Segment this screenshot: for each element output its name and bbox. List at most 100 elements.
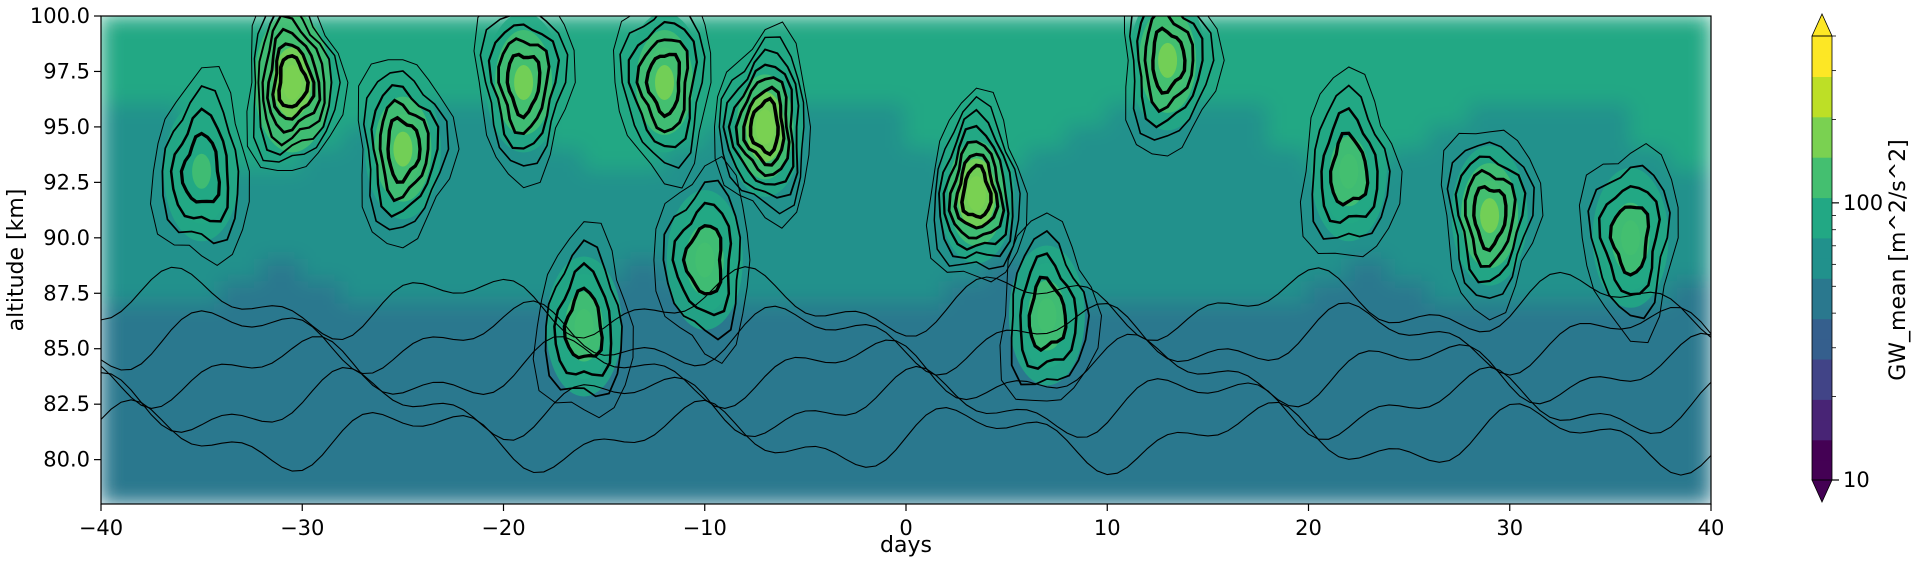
contour-line bbox=[1123, 16, 1225, 157]
contour-line bbox=[1587, 164, 1671, 320]
contour-line bbox=[734, 76, 791, 178]
contour-line bbox=[742, 85, 786, 167]
contour-line bbox=[544, 239, 623, 398]
x-axis-label: days bbox=[880, 533, 932, 558]
contour-line bbox=[1328, 131, 1370, 207]
contour-line bbox=[362, 70, 450, 231]
contour-line bbox=[999, 212, 1103, 402]
gw-mean-field bbox=[101, 16, 1711, 504]
contour-line bbox=[933, 95, 1021, 270]
contour-line bbox=[497, 37, 551, 136]
contour-line bbox=[1578, 142, 1679, 344]
colorbar-tick-label: 10 bbox=[1843, 468, 1870, 492]
contour-line bbox=[1299, 66, 1403, 258]
contour-line bbox=[277, 54, 310, 109]
colorbar-segment bbox=[1812, 36, 1832, 57]
y-tick-label: 80.0 bbox=[43, 448, 90, 472]
colorbar-segment bbox=[1812, 439, 1832, 461]
contour-line bbox=[748, 96, 780, 157]
contour-line bbox=[161, 84, 240, 245]
contour-line bbox=[101, 266, 1711, 341]
contour-line bbox=[553, 261, 613, 377]
contour-line bbox=[612, 16, 712, 189]
colorbar-segment bbox=[1812, 237, 1832, 259]
colorbar-segment bbox=[1812, 157, 1832, 178]
contour-line bbox=[619, 16, 706, 169]
contour-line bbox=[261, 16, 326, 147]
contour-line bbox=[532, 221, 634, 419]
colorbar-segment bbox=[1812, 278, 1832, 299]
y-tick-label: 85.0 bbox=[43, 337, 90, 361]
y-tick-label: 92.5 bbox=[43, 170, 90, 194]
contour-line bbox=[718, 36, 805, 215]
contour-line bbox=[257, 16, 333, 156]
contour-line bbox=[1472, 184, 1508, 253]
contour-line bbox=[479, 16, 569, 167]
contour-line bbox=[1446, 141, 1535, 300]
contour-line bbox=[473, 16, 576, 189]
contour-line bbox=[938, 108, 1014, 259]
colorbar-segment bbox=[1812, 96, 1832, 118]
y-tick-label: 97.5 bbox=[43, 59, 90, 83]
contour-line bbox=[1608, 205, 1651, 277]
contour-line bbox=[1311, 84, 1391, 240]
contour-line bbox=[1019, 252, 1078, 370]
contour-line bbox=[562, 286, 604, 360]
contour-line bbox=[1027, 275, 1068, 353]
contour-line bbox=[505, 52, 542, 120]
contour-line bbox=[653, 155, 751, 365]
contour-line bbox=[246, 16, 349, 171]
plot-area bbox=[100, 15, 1712, 505]
contour-line bbox=[1454, 155, 1527, 284]
y-tick-label: 82.5 bbox=[43, 392, 90, 416]
x-tick-label: 20 bbox=[1295, 516, 1322, 540]
contour-line bbox=[953, 152, 1000, 230]
colorbar-frame bbox=[1811, 35, 1833, 481]
contour-line bbox=[179, 131, 222, 204]
contour-line bbox=[681, 224, 723, 296]
contour-line bbox=[169, 107, 230, 223]
y-tick-label: 95.0 bbox=[43, 115, 90, 139]
contour-line bbox=[1463, 168, 1517, 268]
contour-line bbox=[101, 332, 1711, 409]
y-tick-label: 100.0 bbox=[30, 4, 90, 28]
contour-line bbox=[1320, 106, 1379, 225]
y-axis-label: altitude [km] bbox=[4, 189, 29, 332]
contour-line bbox=[378, 98, 430, 203]
contour-line bbox=[671, 201, 733, 317]
x-tick-label: 10 bbox=[1094, 516, 1121, 540]
contour-line bbox=[925, 87, 1028, 283]
x-tick-label: −40 bbox=[79, 516, 123, 540]
colorbar-segment bbox=[1812, 177, 1832, 199]
colorbar-segment bbox=[1812, 76, 1832, 98]
colorbar-segment bbox=[1812, 258, 1832, 279]
x-tick-label: −10 bbox=[683, 516, 727, 540]
colorbar-segment bbox=[1812, 217, 1832, 239]
colorbar-segment bbox=[1812, 358, 1832, 380]
colorbar-segment bbox=[1812, 56, 1832, 77]
contour-line bbox=[947, 140, 1006, 240]
field-hotspot bbox=[626, 16, 703, 153]
contour-line bbox=[722, 48, 800, 199]
colorbar-segment bbox=[1812, 399, 1832, 421]
contour-line bbox=[627, 20, 699, 149]
contour-line bbox=[101, 365, 1711, 441]
contour-line bbox=[252, 16, 341, 163]
contour-line bbox=[1597, 184, 1661, 296]
colorbar-segment bbox=[1812, 379, 1832, 400]
colorbar-extend-min bbox=[1811, 479, 1833, 503]
colorbar-label: GW_mean [m^2/s^2] bbox=[1886, 139, 1911, 381]
contour-line bbox=[960, 163, 993, 220]
contour-line bbox=[1151, 26, 1187, 95]
contour-line bbox=[487, 23, 561, 150]
y-tick-label: 87.5 bbox=[43, 281, 90, 305]
contour-line bbox=[1010, 229, 1090, 386]
colorbar-segment bbox=[1812, 419, 1832, 441]
colorbar-segment bbox=[1812, 298, 1832, 320]
contour-line bbox=[727, 63, 795, 186]
contour-lines bbox=[101, 16, 1711, 476]
contour-line bbox=[1128, 16, 1215, 141]
colorbar-extend-max bbox=[1811, 13, 1833, 37]
contour-line bbox=[1440, 129, 1544, 321]
